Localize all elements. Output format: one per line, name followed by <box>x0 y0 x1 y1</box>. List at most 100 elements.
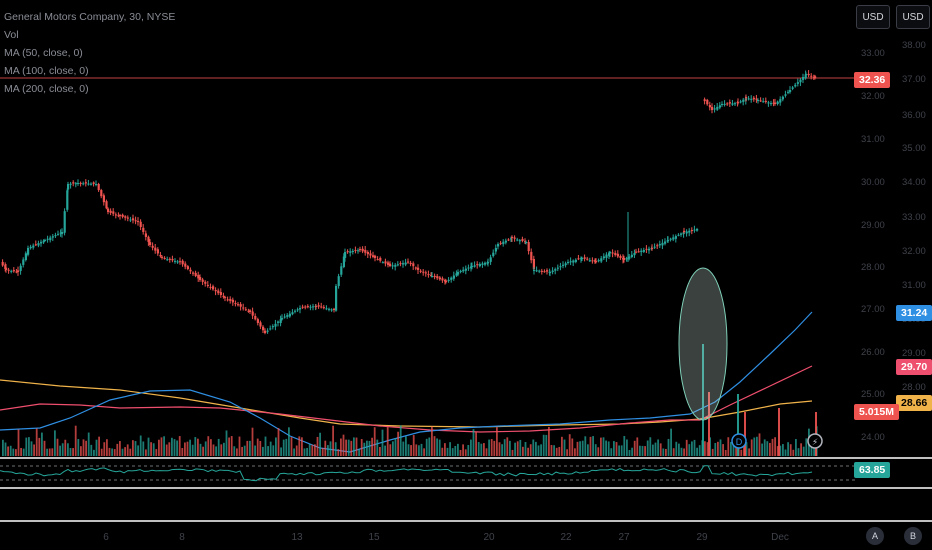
volume-bar <box>444 443 446 456</box>
candle-body <box>447 279 450 281</box>
volume-bar <box>150 442 152 456</box>
candle-body <box>492 252 495 257</box>
legend-ma50[interactable]: MA (50, close, 0) <box>4 47 83 59</box>
auto-scale-button[interactable]: A <box>866 527 884 545</box>
candle-body <box>199 276 202 280</box>
volume-bar <box>277 428 280 456</box>
candle-body <box>387 262 390 265</box>
volume-bar <box>639 445 641 456</box>
candle-body <box>369 253 372 256</box>
volume-bar <box>672 448 675 456</box>
volume-bar <box>9 445 12 456</box>
volume-bar <box>702 344 704 456</box>
candle-body <box>688 230 691 233</box>
volume-bar <box>678 443 680 456</box>
currency-button-right[interactable]: USD <box>896 5 930 29</box>
volume-bar <box>522 446 524 456</box>
volume-bar <box>329 441 332 456</box>
volume-bar <box>579 441 581 456</box>
candle-body <box>507 239 510 241</box>
candle-body <box>767 102 770 104</box>
candle-body <box>254 315 257 320</box>
candle-body <box>680 233 683 235</box>
x-axis-tick: 8 <box>179 532 185 543</box>
volume-bar <box>223 442 225 456</box>
volume-bar <box>199 443 202 456</box>
candle-body <box>389 263 392 266</box>
candle-body <box>239 304 242 307</box>
volume-bar <box>2 439 4 456</box>
volume-bar <box>527 447 529 456</box>
volume-bar <box>574 448 576 456</box>
candle-body <box>340 266 343 275</box>
candle-body <box>247 310 250 312</box>
candle-body <box>424 272 427 274</box>
candle-body <box>112 211 115 214</box>
volume-bar <box>85 440 87 456</box>
candle-body <box>436 276 439 279</box>
rsi-pane <box>0 465 855 482</box>
candle-body <box>742 99 745 102</box>
volume-bar <box>792 449 795 456</box>
candle-body <box>669 238 672 240</box>
volume-bar <box>566 449 568 456</box>
volume-bar <box>784 449 787 456</box>
volume-bar <box>262 446 264 456</box>
candle-body <box>683 230 686 232</box>
legend-title[interactable]: General Motors Company, 30, NYSE <box>4 11 176 23</box>
volume-bar <box>795 439 797 456</box>
volume-bar <box>737 394 739 456</box>
candle-body <box>226 299 229 301</box>
ma50-badge: 31.24 <box>896 305 932 321</box>
log-scale-button[interactable]: B <box>904 527 922 545</box>
candle-body <box>24 253 27 261</box>
candle-body <box>137 221 140 223</box>
volume-bar <box>254 445 256 456</box>
volume-bar <box>61 443 64 456</box>
volume-bar <box>293 448 295 456</box>
candle-body <box>194 272 197 277</box>
candle-body <box>562 264 565 266</box>
volume-bar <box>587 444 589 456</box>
volume-bar <box>43 440 46 456</box>
candle-body <box>49 237 52 241</box>
candle-body <box>772 102 775 104</box>
legend-ma200[interactable]: MA (200, close, 0) <box>4 83 89 95</box>
volume-bar <box>87 432 90 456</box>
candle-body <box>511 236 514 238</box>
volume-bar <box>600 437 602 456</box>
volume-bar <box>113 449 116 456</box>
legend-vol[interactable]: Vol <box>4 29 19 41</box>
volume-bar <box>371 437 373 456</box>
candle-body <box>19 265 22 271</box>
volume-bar <box>347 439 350 456</box>
volume-bar <box>194 437 197 456</box>
volume-bar <box>464 449 467 456</box>
candle-body <box>572 260 575 263</box>
candle-body <box>716 106 719 110</box>
volume-bar <box>568 434 571 456</box>
candle-body <box>690 230 693 232</box>
volume-bar <box>774 437 776 456</box>
currency-button-left[interactable]: USD <box>856 5 890 29</box>
volume-bar <box>197 438 199 456</box>
candle-body <box>366 252 369 255</box>
volume-bar <box>241 446 243 456</box>
volume-bar <box>202 446 204 456</box>
volume-bar <box>46 448 48 456</box>
candle-body <box>192 272 195 274</box>
volume-bar <box>163 436 165 456</box>
volume-bar <box>327 445 329 456</box>
legend-ma100[interactable]: MA (100, close, 0) <box>4 65 89 77</box>
y-axis-tick-left: 26.00 <box>861 347 885 358</box>
candle-body <box>159 254 162 257</box>
y-axis-tick-left: 25.00 <box>861 389 885 400</box>
y-axis-tick-left: 27.00 <box>861 304 885 315</box>
volume-bar <box>59 445 61 456</box>
volume-bar <box>524 442 527 456</box>
volume-bar <box>392 441 394 456</box>
volume-bar <box>228 437 230 456</box>
volume-bar <box>412 435 415 456</box>
volume-bar <box>28 437 30 456</box>
